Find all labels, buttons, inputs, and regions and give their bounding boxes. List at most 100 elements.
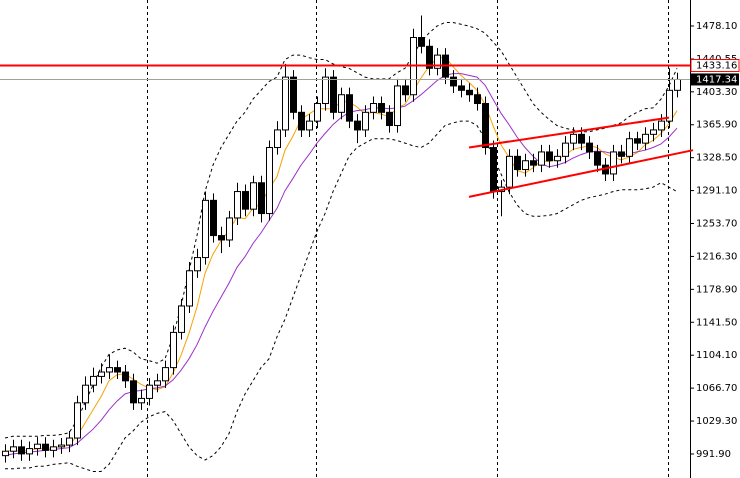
candle-body — [522, 160, 529, 171]
candle-body — [642, 133, 649, 144]
y-tick-label: 991.90 — [696, 449, 731, 460]
candle-body — [250, 182, 257, 210]
candle-body — [554, 155, 561, 162]
candle-body — [314, 103, 321, 122]
y-tick-label: 1365.90 — [696, 120, 737, 131]
candle-body — [2, 450, 9, 457]
candle-body — [290, 76, 297, 113]
candle-body — [114, 367, 121, 373]
y-tick-label: 1104.10 — [696, 350, 737, 361]
candle-body — [330, 76, 337, 113]
candle-body — [42, 443, 49, 451]
candle-body — [258, 182, 265, 215]
y-tick-label: 1029.30 — [696, 416, 737, 427]
candle-body — [306, 120, 313, 131]
candle-body — [474, 94, 481, 105]
candle-body — [218, 235, 225, 241]
candle-body — [490, 147, 497, 193]
candle-body — [50, 446, 57, 451]
candle-body — [538, 151, 545, 166]
candle-body — [530, 160, 537, 166]
candle-body — [210, 199, 217, 237]
candle-body — [546, 151, 553, 162]
candle-body — [378, 103, 385, 113]
candle-body — [162, 367, 169, 382]
candle-body — [194, 257, 201, 272]
y-tick-label: 1066.70 — [696, 383, 737, 394]
candle-body — [610, 151, 617, 175]
candle-body — [138, 397, 145, 404]
candle-body — [298, 111, 305, 131]
candle-body — [122, 371, 129, 382]
candle-body — [66, 437, 73, 446]
candle-body — [90, 375, 97, 386]
candle-body — [618, 151, 625, 157]
candle-body — [346, 94, 353, 122]
candle-body — [514, 155, 521, 171]
candle-body — [338, 94, 345, 113]
last-price-label: 1417.34 — [696, 74, 737, 85]
candle-body — [658, 120, 665, 131]
y-tick-label: 1403.30 — [696, 87, 737, 98]
candle-body — [242, 191, 249, 210]
candle-body — [82, 384, 89, 404]
candle-body — [650, 129, 657, 135]
candle-body — [594, 151, 601, 166]
candle-body — [266, 147, 273, 215]
candle-body — [98, 371, 105, 377]
candle-body — [466, 89, 473, 96]
y-tick-label: 1141.50 — [696, 317, 737, 328]
candle-body — [226, 217, 233, 241]
candle-body — [402, 85, 409, 96]
candle-body — [674, 78, 681, 91]
y-tick-label: 1291.10 — [696, 186, 737, 197]
candle-body — [370, 103, 377, 113]
candle-body — [154, 380, 161, 386]
candle-body — [434, 54, 441, 69]
candle-body — [386, 111, 393, 127]
candle-body — [146, 384, 153, 399]
candle-body — [106, 367, 113, 373]
candle-body — [202, 199, 209, 259]
candle-body — [10, 446, 17, 452]
candle-body — [274, 129, 281, 149]
candle-body — [426, 45, 433, 69]
candle-body — [26, 448, 33, 455]
trendline — [468, 116, 670, 149]
candle-body — [586, 142, 593, 153]
y-tick-label: 1178.90 — [696, 284, 737, 295]
candle-body — [74, 402, 81, 439]
candle-body — [578, 133, 585, 144]
last-price-box — [691, 73, 739, 86]
candle-body — [362, 111, 369, 131]
candle-body — [34, 443, 41, 450]
candle-body — [634, 138, 641, 144]
trendline — [468, 149, 694, 198]
candle-body — [626, 138, 633, 157]
candle-body — [394, 85, 401, 127]
candle-body — [354, 120, 361, 131]
candle-body — [482, 103, 489, 149]
candle-body — [570, 133, 577, 144]
candle-body — [666, 89, 673, 122]
candle-body — [562, 142, 569, 157]
candle-body — [282, 76, 289, 131]
level-label: 1433.16 — [696, 61, 737, 72]
y-tick-label: 1328.50 — [696, 153, 737, 164]
candle-body — [234, 191, 241, 219]
candle-body — [178, 305, 185, 333]
candle-body — [170, 331, 177, 369]
y-tick-label: 1253.70 — [696, 219, 737, 230]
level-box — [690, 59, 740, 73]
y-tick-label: 1478.10 — [696, 21, 737, 32]
candle-body — [58, 444, 65, 448]
candle-body — [186, 270, 193, 307]
candle-body — [418, 37, 425, 47]
candle-body — [322, 76, 329, 105]
candle-body — [506, 155, 513, 188]
y-tick-label: 1216.30 — [696, 251, 737, 262]
candle-body — [458, 85, 465, 91]
candle-body — [18, 446, 25, 455]
